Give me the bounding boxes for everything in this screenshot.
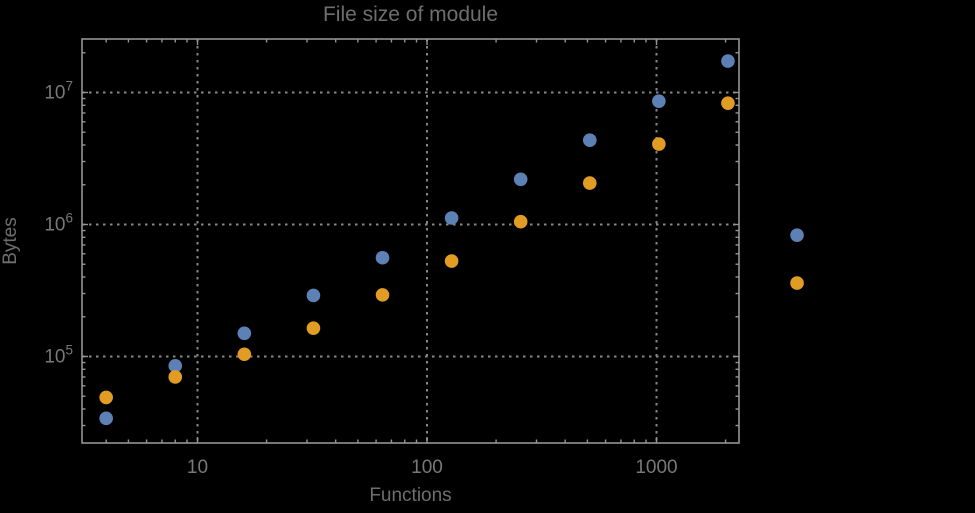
y-tick-label: 107 bbox=[44, 79, 73, 104]
x-axis-label: Functions bbox=[369, 485, 452, 506]
y-tick-label: 105 bbox=[44, 343, 73, 368]
data-point-orange-series bbox=[652, 137, 666, 151]
data-point-orange-series bbox=[306, 321, 321, 335]
data-point-orange-series bbox=[168, 370, 183, 384]
plot-frame bbox=[81, 38, 740, 444]
data-point-orange-series bbox=[444, 254, 459, 268]
data-point-blue-series bbox=[306, 288, 321, 303]
x-tick-label: 1000 bbox=[635, 457, 677, 478]
chart-title: File size of module bbox=[322, 3, 499, 26]
data-point-blue-series bbox=[168, 359, 183, 373]
y-tick-label: 106 bbox=[44, 211, 73, 236]
data-point-blue-series bbox=[375, 250, 390, 265]
data-point-blue-series bbox=[237, 326, 252, 341]
data-point-blue-series bbox=[582, 133, 597, 148]
data-point-orange-series bbox=[582, 176, 597, 190]
data-point-blue-series bbox=[444, 211, 459, 225]
data-point-orange-series bbox=[375, 288, 390, 302]
y-axis-label: Bytes bbox=[0, 217, 21, 265]
x-tick-label: 10 bbox=[187, 457, 208, 478]
data-point-orange-series bbox=[513, 214, 528, 229]
data-point-orange-series bbox=[721, 96, 735, 110]
data-point-blue-series bbox=[652, 94, 666, 108]
data-point-blue-series bbox=[513, 172, 528, 187]
data-point-blue-series bbox=[721, 54, 735, 68]
x-tick-label: 100 bbox=[411, 457, 443, 478]
data-point-orange-series bbox=[99, 390, 113, 405]
data-point-blue-series bbox=[99, 411, 113, 426]
data-point-orange-series bbox=[237, 347, 252, 362]
data-point-blue-series bbox=[790, 228, 804, 242]
data-point-orange-series bbox=[790, 276, 804, 290]
